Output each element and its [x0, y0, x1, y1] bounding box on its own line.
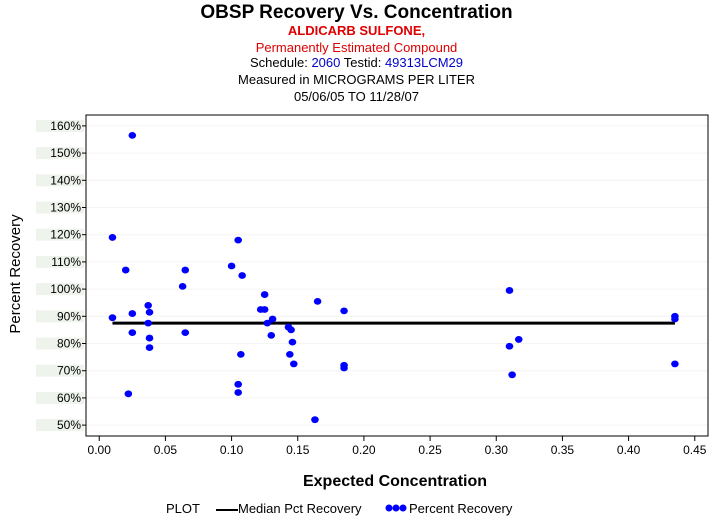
date-range: 05/06/05 TO 11/28/07: [293, 89, 420, 104]
data-point: [128, 310, 137, 317]
data-point: [287, 326, 295, 334]
y-tick-label: 130%: [50, 200, 81, 214]
y-tick-label: 100%: [50, 282, 81, 296]
y-band: [36, 419, 84, 432]
y-band: [36, 337, 84, 350]
x-axis-ticks: 0.00 0.05 0.10 0.15 0.20 0.25 0.30 0.35 0.40 0.45: [88, 436, 707, 457]
data-point: [181, 329, 190, 337]
data-point: [267, 331, 276, 339]
data-point: [234, 236, 242, 244]
y-band: [36, 147, 84, 160]
legend-title: PLOT: [166, 501, 200, 516]
data-point: [288, 338, 297, 346]
data-point: [144, 319, 152, 327]
data-point: [671, 360, 679, 368]
y-band: [36, 228, 84, 241]
x-tick-label: 0.25: [418, 443, 442, 457]
y-tick-label: 90%: [57, 309, 81, 323]
x-tick-label: 0.45: [683, 443, 707, 457]
y-tick-label: 160%: [50, 119, 81, 133]
data-point: [128, 329, 137, 337]
data-point: [238, 272, 246, 279]
y-tick-label: 50%: [57, 418, 81, 432]
y-tick-label: 80%: [57, 337, 81, 351]
compound-status: Permanently Estimated Compound: [255, 40, 458, 55]
x-tick-label: 0.35: [551, 443, 575, 457]
x-tick-label: 0.30: [485, 443, 509, 457]
data-point: [671, 315, 679, 323]
data-point: [340, 307, 348, 315]
data-point: [234, 389, 242, 396]
data-point: [514, 336, 523, 343]
y-band: [36, 255, 84, 268]
testid-label: Testid:: [343, 55, 382, 70]
legend-median-swatch: [216, 509, 238, 511]
data-point: [268, 315, 277, 323]
x-tick-label: 0.20: [352, 443, 376, 457]
y-band: [36, 174, 84, 187]
legend-median-label: Median Pct Recovery: [238, 501, 362, 516]
data-point: [237, 350, 245, 358]
y-band: [36, 119, 84, 132]
data-point: [145, 334, 154, 342]
y-band: [36, 364, 84, 377]
data-point: [234, 380, 242, 388]
analyte-name: ALDICARB SULFONE,: [287, 23, 426, 38]
x-tick-label: 0.40: [617, 443, 641, 457]
y-band: [36, 283, 84, 296]
data-point: [289, 360, 298, 368]
x-tick-label: 0.10: [220, 443, 244, 457]
data-point: [505, 342, 514, 350]
data-point: [313, 297, 322, 305]
legend: PLOT Median Pct Recovery Percent Recover…: [0, 500, 713, 520]
data-point: [108, 234, 117, 241]
data-point: [178, 282, 187, 290]
x-tick-label: 0.15: [286, 443, 310, 457]
y-band: [36, 391, 84, 404]
chart-title: OBSP Recovery Vs. Concentration: [200, 2, 513, 23]
y-band: [36, 201, 84, 214]
data-point: [508, 371, 516, 379]
data-point: [124, 390, 133, 398]
schedule-value: 2060: [311, 55, 341, 70]
x-tick-label: 0.05: [154, 443, 178, 457]
y-band: [36, 310, 84, 323]
data-point: [128, 132, 137, 139]
y-tick-label: 110%: [51, 255, 81, 269]
data-point: [340, 364, 348, 372]
data-point: [286, 350, 294, 358]
data-point: [144, 302, 152, 309]
chart-gridlines: [86, 125, 708, 426]
legend-points-swatch: [385, 504, 407, 512]
y-tick-label: 140%: [50, 173, 81, 187]
plot-area-frame: [85, 114, 709, 437]
data-point: [260, 306, 269, 313]
schedule-line: Schedule: 2060 Testid: 49313LCM29: [0, 55, 713, 70]
data-point: [145, 344, 154, 351]
y-tick-label: 120%: [50, 228, 81, 242]
data-point: [260, 291, 269, 298]
legend-points-label: Percent Recovery: [409, 501, 513, 516]
y-tick-label: 60%: [57, 391, 81, 405]
data-point: [145, 308, 154, 316]
data-point: [311, 416, 319, 424]
data-point: [181, 266, 190, 274]
data-point: [505, 287, 514, 294]
data-point: [227, 262, 236, 270]
y-tick-label: 70%: [57, 364, 81, 378]
measured-units: Measured in MICROGRAMS PER LITER: [238, 72, 475, 87]
data-point: [263, 319, 272, 327]
y-axis-ticks: 50% 60% 70% 80% 90% 100% 110% 120% 130% 140% 150% 1…: [50, 119, 86, 432]
y-tick-label: 150%: [50, 146, 81, 160]
x-axis-label: Expected Concentration: [303, 473, 487, 490]
chart-bands: [36, 119, 84, 432]
x-tick-label: 0.00: [88, 443, 112, 457]
data-point: [108, 314, 117, 322]
schedule-label: Schedule:: [249, 55, 308, 70]
y-axis-label: Percent Recovery: [7, 214, 24, 334]
data-points: [108, 132, 679, 424]
testid-value: 49313LCM29: [384, 55, 464, 70]
data-point: [121, 266, 130, 274]
